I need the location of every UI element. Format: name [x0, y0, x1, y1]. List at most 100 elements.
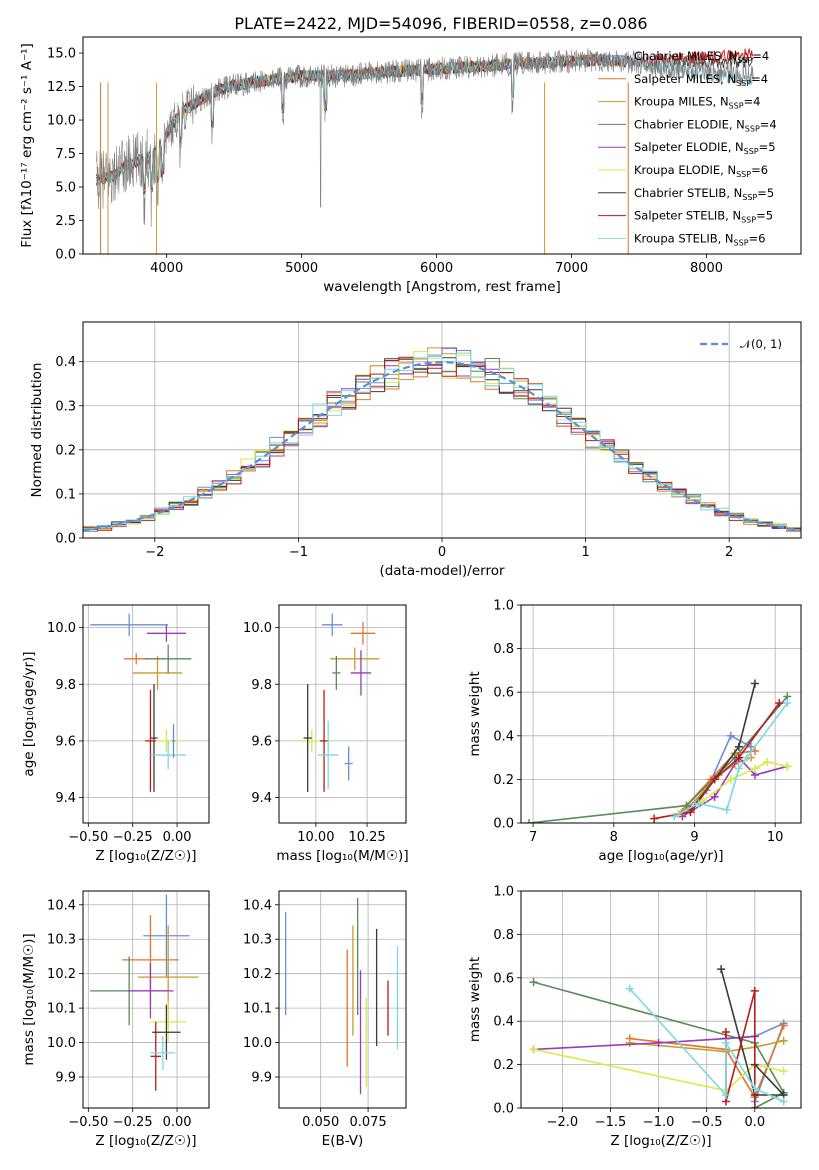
axes-frame: [82, 890, 210, 1109]
y-tick-label: 10.2: [243, 967, 272, 982]
mw-marker-1: [779, 1021, 788, 1030]
x-tick-label: 7000: [555, 261, 588, 276]
y-tick-label: 10.4: [243, 898, 272, 913]
x-tick-label: −0.5: [691, 1115, 723, 1130]
y-tick-label: 10.0: [47, 1036, 76, 1051]
mw-marker-8: [742, 753, 751, 762]
y-tick-label: 9.4: [251, 791, 272, 806]
panel-mass_weight_vs_Z: −2.0 −1.5 −1.0 −0.5 0.0 0.0 0.2 0.4 0.6 0.8 1.0 Z […: [467, 885, 802, 1149]
mw-marker-7: [750, 1104, 759, 1108]
legend-label-2: Kroupa MILES, NSSP=4: [634, 95, 760, 111]
mw-marker-7: [750, 986, 759, 995]
mw-line-7: [653, 702, 780, 820]
mw-marker-8: [750, 1084, 759, 1093]
y-tick-label: 10.4: [47, 898, 76, 913]
plot-area: [297, 613, 380, 792]
x-axis-label: wavelength [Angstrom, rest frame]: [323, 279, 561, 295]
x-tick-label: 7: [529, 830, 537, 845]
plot-area: [83, 347, 801, 534]
mw-line-5: [533, 1048, 784, 1092]
panel-spectrum: 4000 5000 6000 7000 8000 0.0 2.5 5.0 7.5 10.0 12.5…: [19, 36, 802, 295]
y-tick-label: 10.0: [47, 114, 76, 129]
mw-line-4: [533, 1035, 755, 1051]
y-tick-label: 0.0: [493, 1102, 514, 1117]
y-tick-label: 0.0: [55, 248, 76, 263]
mw-line-2: [629, 1039, 784, 1053]
mw-marker-6: [751, 679, 760, 688]
y-tick-label: 9.9: [251, 1071, 272, 1086]
mw-marker-4: [710, 792, 719, 801]
panel-mass_vs_Z: −0.50 −0.25 0.00 9.9 10.0 10.1 10.2 10.3 10.4 Z […: [21, 890, 210, 1149]
y-tick-label: 15.0: [47, 47, 76, 62]
mw-marker-5: [763, 757, 772, 766]
y-tick-label: 0.0: [493, 817, 514, 832]
y-tick-label: 0.4: [493, 1015, 514, 1030]
y-tick-label: 9.4: [55, 791, 76, 806]
mw-marker-8: [721, 1038, 730, 1047]
x-tick-label: −0.25: [113, 830, 153, 845]
x-tick-label: 0.00: [163, 1115, 192, 1130]
mw-marker-7: [710, 775, 719, 784]
mw-marker-0: [726, 731, 735, 740]
y-axis-label: age [log₁₀(age/yr)]: [21, 651, 37, 776]
y-tick-label: 12.5: [47, 80, 76, 95]
x-tick-label: 4000: [150, 261, 183, 276]
x-axis-label: mass [log₁₀(M/M☉)]: [276, 848, 408, 864]
y-tick-label: 10.0: [243, 621, 272, 636]
y-axis-label: Normed distribution: [29, 363, 45, 498]
legend-label-7: Salpeter STELIB, NSSP=5: [634, 209, 773, 225]
mw-marker-3: [525, 819, 534, 823]
mw-marker-7: [650, 814, 659, 823]
y-tick-label: 9.8: [55, 678, 76, 693]
x-axis-label: Z [log₁₀(Z/Z☉)]: [95, 1133, 196, 1149]
y-tick-label: 0.1: [55, 487, 76, 502]
y-axis-label: Flux [fλ10⁻¹⁷ erg cm⁻² s⁻¹ A⁻¹]: [19, 43, 35, 248]
panel-age_vs_Z: −0.50 −0.25 0.00 9.4 9.6 9.8 10.0 Z [log₁₀(Z/Z☉…: [21, 604, 210, 864]
x-tick-label: 0.00: [163, 830, 192, 845]
y-tick-label: 0.6: [493, 686, 514, 701]
mw-marker-3: [529, 978, 538, 987]
mw-marker-7: [721, 1028, 730, 1037]
y-tick-label: 9.9: [55, 1071, 76, 1086]
axes-frame: [82, 604, 210, 824]
y-axis-label: mass weight: [467, 957, 483, 1042]
figure-title: PLATE=2422, MJD=54096, FIBERID=0558, z=0…: [234, 14, 647, 33]
legend-label-normal: 𝒩(0, 1): [740, 337, 782, 351]
normal-curve: [83, 360, 801, 532]
mw-marker-8: [721, 1090, 730, 1099]
mw-marker-0: [746, 742, 755, 751]
axes-frame: [278, 890, 407, 1109]
mw-line-1: [629, 1025, 785, 1099]
y-tick-label: 0.3: [55, 399, 76, 414]
mw-marker-4: [654, 1038, 663, 1047]
y-tick-label: 9.6: [251, 734, 272, 749]
mw-marker-8: [734, 764, 743, 773]
mw-marker-5: [751, 764, 760, 773]
y-tick-label: 1.0: [493, 599, 514, 614]
axes-frame: [278, 604, 407, 824]
legend-label-4: Salpeter ELODIE, NSSP=5: [634, 140, 776, 156]
plot-area: [96, 47, 754, 254]
y-tick-label: 10.3: [243, 933, 272, 948]
y-tick-label: 10.2: [47, 967, 76, 982]
y-tick-label: 9.8: [251, 678, 272, 693]
legend-label-3: Chabrier ELODIE, NSSP=4: [634, 117, 777, 133]
mw-marker-6: [717, 965, 726, 974]
x-tick-label: 5000: [285, 261, 318, 276]
y-tick-label: 7.5: [55, 147, 76, 162]
legend-label-6: Chabrier STELIB, NSSP=5: [634, 186, 774, 202]
legend-label-5: Kroupa ELODIE, NSSP=6: [634, 163, 768, 179]
y-axis-label: mass weight: [467, 671, 483, 756]
y-tick-label: 0.4: [493, 729, 514, 744]
y-tick-label: 10.0: [47, 621, 76, 636]
plot-area: [90, 894, 199, 1091]
panel-residuals: −2 −1 0 1 2 0.0 0.1 0.2 0.3 0.4 (data-model)/error…: [29, 321, 802, 579]
x-axis-label: age [log₁₀(age/yr)]: [598, 848, 723, 864]
x-tick-label: −0.25: [113, 1115, 153, 1130]
mw-marker-8: [694, 799, 703, 808]
plot-area: [284, 897, 399, 1095]
plot-area: [90, 613, 192, 792]
y-tick-label: 0.2: [493, 1058, 514, 1073]
legend-label-0: Chabrier MILES, NSSP=4: [634, 49, 769, 65]
